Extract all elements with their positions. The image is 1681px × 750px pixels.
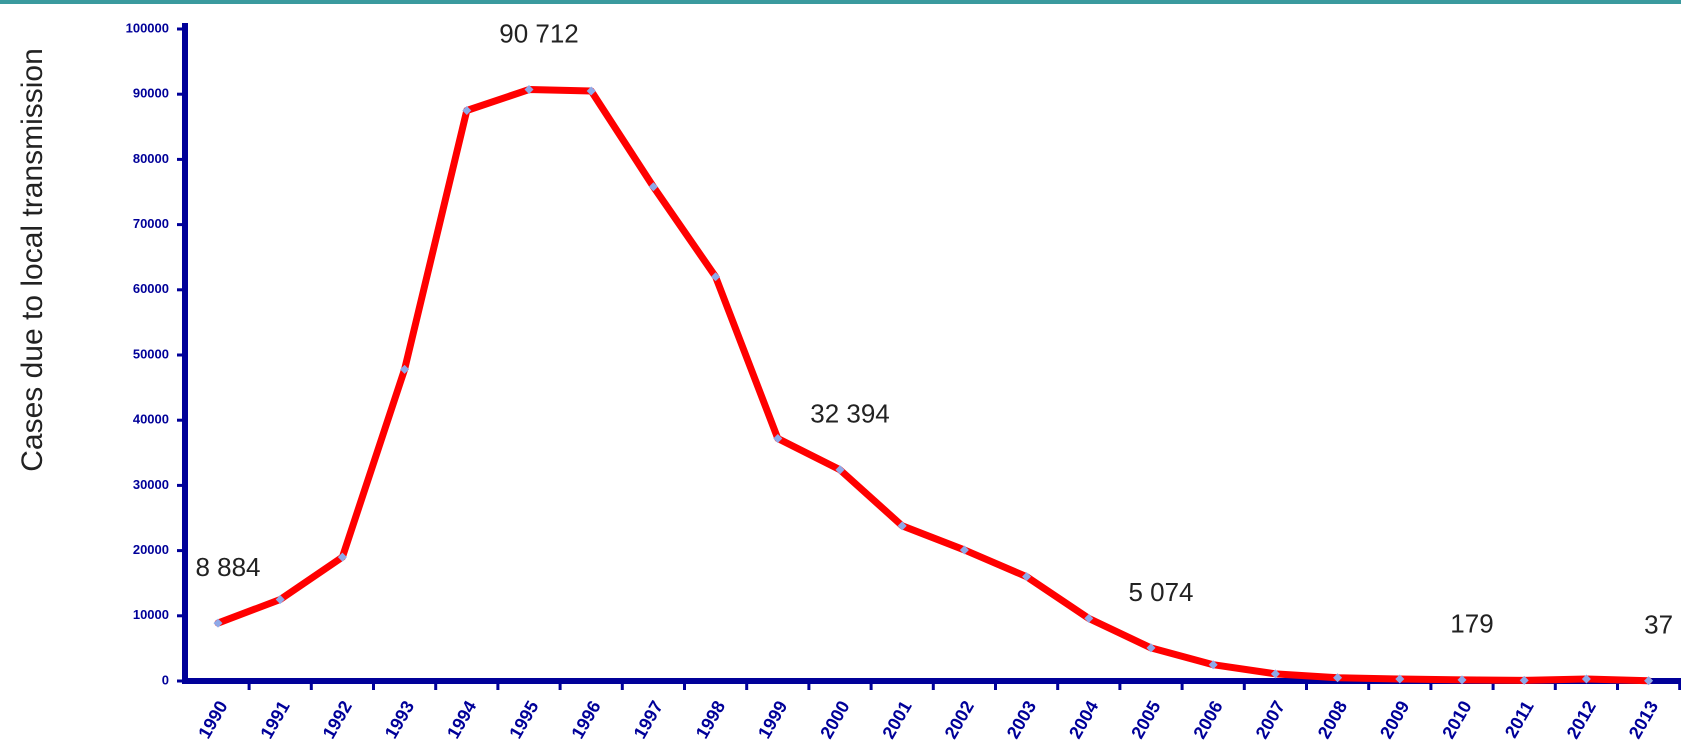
x-tick-label: 1999	[754, 697, 791, 742]
y-tick-label: 100000	[126, 20, 169, 35]
x-tick-label: 2005	[1127, 697, 1164, 742]
value-label: 8 884	[195, 552, 260, 582]
y-tick-label: 10000	[133, 607, 169, 622]
x-tick-label: 1994	[443, 697, 480, 742]
marker	[1644, 676, 1654, 686]
marker	[337, 552, 347, 562]
marker	[897, 521, 907, 531]
x-tick-label: 1991	[256, 697, 293, 742]
x-tick-label: 2002	[941, 697, 978, 742]
x-tick-label: 2003	[1003, 697, 1040, 742]
value-label: 179	[1450, 609, 1493, 639]
marker	[400, 364, 410, 374]
x-tick-label: 2012	[1563, 697, 1600, 742]
x-tick-label: 1995	[505, 697, 542, 742]
x-tick-label: 2008	[1314, 697, 1351, 742]
y-tick-label: 20000	[133, 542, 169, 557]
x-tick-label: 1990	[194, 697, 231, 742]
marker	[586, 86, 596, 96]
y-tick-label: 0	[162, 672, 169, 687]
marker	[1208, 660, 1218, 670]
x-tick-label: 2006	[1189, 697, 1226, 742]
marker	[1022, 572, 1032, 582]
x-tick-label: 1993	[381, 697, 418, 742]
marker	[1146, 643, 1156, 653]
y-tick-label: 90000	[133, 86, 169, 101]
top-bar	[0, 0, 1681, 4]
x-tick-label: 2010	[1438, 697, 1475, 742]
y-tick-label: 30000	[133, 477, 169, 492]
marker	[1581, 674, 1591, 684]
y-tick-label: 40000	[133, 412, 169, 427]
marker	[711, 272, 721, 282]
x-tick-label: 1998	[692, 697, 729, 742]
marker	[648, 182, 658, 192]
y-tick-label: 70000	[133, 216, 169, 231]
value-label: 90 712	[499, 18, 579, 48]
x-tick-label: 1992	[319, 697, 356, 742]
marker	[462, 106, 472, 115]
x-tick-label: 2007	[1252, 697, 1289, 742]
value-label: 32 394	[810, 399, 890, 429]
x-tick-label: 2011	[1501, 697, 1538, 741]
marker	[1270, 669, 1280, 679]
marker	[1333, 673, 1343, 683]
marker	[1519, 675, 1529, 685]
marker	[1457, 675, 1467, 685]
marker	[275, 595, 285, 604]
marker	[524, 85, 534, 95]
x-tick-label: 2013	[1625, 697, 1662, 742]
marker	[959, 545, 969, 555]
x-tick-label: 2000	[816, 697, 853, 742]
y-tick-label: 60000	[133, 281, 169, 296]
x-tick-label: 2004	[1065, 697, 1102, 742]
value-label: 37	[1644, 610, 1673, 640]
x-tick-label: 2001	[878, 697, 915, 742]
marker	[1084, 613, 1094, 623]
line	[214, 86, 1653, 685]
marker	[213, 618, 223, 628]
x-tick-label: 1997	[630, 697, 667, 742]
y-axis-title: Cases due to local transmission	[16, 48, 49, 472]
marker	[773, 433, 783, 443]
value-label: 5 074	[1128, 577, 1193, 607]
marker	[835, 465, 845, 475]
x-tick-label: 2009	[1376, 697, 1413, 742]
marker	[1395, 674, 1405, 684]
x-tick-label: 1996	[567, 697, 604, 742]
y-tick-label: 50000	[133, 346, 169, 361]
y-tick-label: 80000	[133, 151, 169, 166]
